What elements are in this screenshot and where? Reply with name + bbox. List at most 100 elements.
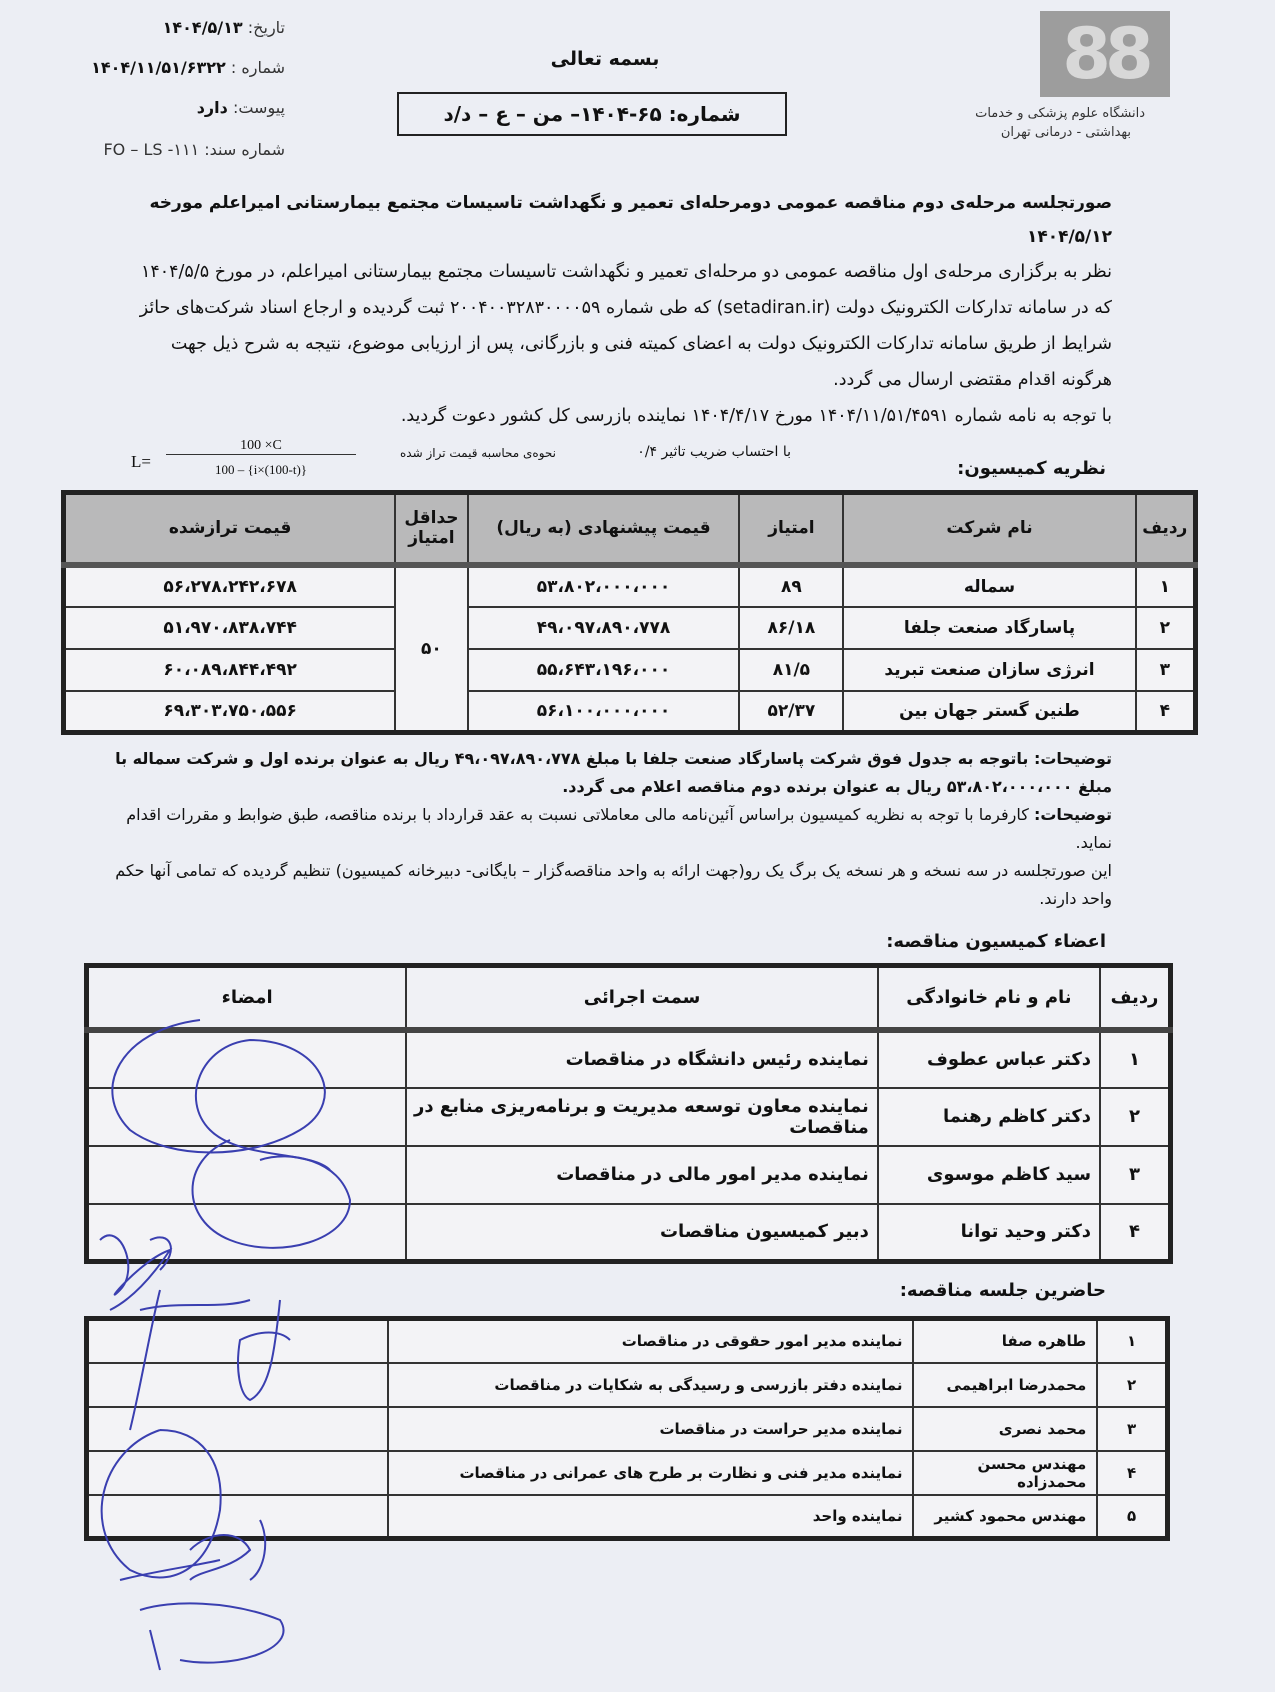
signature-cell [85, 1493, 390, 1540]
table-cell: نماینده مدیر امور حقوقی در مناقصات [387, 1317, 915, 1364]
table-cell: نماینده مدیر حراست در مناقصات [387, 1405, 915, 1452]
table-cell: ۵۳،۸۰۲،۰۰۰،۰۰۰ [466, 563, 741, 608]
formula-label: نحوه‌ی محاسبه قیمت تراز شده [400, 446, 556, 460]
formula-denominator: 100 – {i×(100-t)} [214, 462, 308, 477]
document-title: صورتجلسه مرحله‌ی دوم مناقصه عمومی دومرحل… [149, 193, 1112, 247]
table-cell: نماینده دفتر بازرسی و رسیدگی به شکایات د… [387, 1361, 915, 1408]
table-cell: دکتر کاظم رهنما [876, 1086, 1102, 1147]
table-cell: نماینده معاون توسعه مدیریت و برنامه‌ریزی… [405, 1086, 879, 1147]
formula-lhs: L= [131, 452, 151, 471]
column-header: امضاء [85, 964, 408, 1033]
table-row: ۳ سید کاظم موسوی نماینده مدیر امور مالی در… [85, 1144, 1172, 1205]
attachment-field: پیوست: دارد [196, 98, 285, 117]
table-cell: ۸۱/۵ [738, 647, 845, 692]
table-row: ۲ دکتر کاظم رهنما نماینده معاون توسعه مدیر… [85, 1086, 1172, 1147]
table-header-row: ردیف نام شرکت امتیاز قیمت پیشنهادی (به ر… [62, 491, 1197, 568]
commission-opinion-heading: نظریه کمیسیون: [957, 458, 1106, 479]
document-body: صورتجلسه مرحله‌ی دوم مناقصه عمومی دومرحل… [61, 186, 1198, 1541]
table-row: ۱ سماله ۸۹ ۵۳،۸۰۲،۰۰۰،۰۰۰ ۵۰ ۵۶،۲۷۸،۲۴۲،۶۷۸ [62, 563, 1197, 734]
table-row: ۱ طاهره صفا نماینده مدیر امور حقوقی در منا… [85, 1317, 1169, 1364]
bids-table: ردیف نام شرکت امتیاز قیمت پیشنهادی (به ر… [61, 490, 1198, 735]
table-cell: ۸۹ [738, 563, 845, 608]
min-score: ۵۰ [394, 563, 469, 734]
doc-number: شماره سند: ۱۱۱- FO – LS [103, 140, 285, 159]
table-row: ۳ محمد نصری نماینده مدیر حراست در مناقصات [85, 1405, 1169, 1452]
table-cell: ۴ [1099, 1202, 1172, 1263]
copies-note: این صورتجلسه در سه نسخه و هر نسخه یک برگ… [115, 861, 1112, 908]
table-cell: دکتر وحید توانا [876, 1202, 1102, 1263]
members-heading: اعضاء کمیسیون مناقصه: [886, 931, 1106, 952]
table-cell: نماینده مدیر فنی و نظارت بر طرح های عمرا… [387, 1449, 915, 1496]
table-cell: ۶۹،۳۰۳،۷۵۰،۵۵۶ [62, 689, 397, 734]
signature-cell [85, 1317, 390, 1364]
table-cell: نماینده رئیس دانشگاه در مناقصات [405, 1028, 879, 1089]
table-cell: ۱ [1099, 1028, 1172, 1089]
table-row: ۴ دکتر وحید توانا دبیر کمیسیون مناقصات [85, 1202, 1172, 1263]
signature-cell [85, 1449, 390, 1496]
table-cell: طنین گستر جهان بین [842, 689, 1137, 734]
table-row: ۳ انرژی سازان صنعت تبرید ۸۱/۵ ۵۵،۶۴۳،۱۹۶،۰۰… [62, 647, 1197, 692]
formula-row: با احتساب ضریب تاثیر ۰/۴ نحوه‌ی محاسبه ق… [61, 438, 1198, 490]
table-cell: سماله [842, 563, 1137, 608]
table-cell: محمد نصری [912, 1405, 1099, 1452]
table-cell: ۵ [1096, 1493, 1169, 1540]
table-cell: ۶۰،۰۸۹،۸۴۴،۴۹۲ [62, 647, 397, 692]
table-cell: مهندس محمود کشیر [912, 1493, 1099, 1540]
signature-cell [85, 1361, 390, 1408]
formula-numerator: 100 ×C [166, 438, 356, 455]
table-cell: ۵۶،۱۰۰،۰۰۰،۰۰۰ [466, 689, 741, 734]
table-row: ۱ دکتر عباس عطوف نماینده رئیس دانشگاه در م… [85, 1028, 1172, 1089]
letter-number-box: شماره: ۶۵-۱۴۰۴– من – ع – د/د [397, 92, 787, 136]
table-cell: دکتر عباس عطوف [876, 1028, 1102, 1089]
date-field: تاریخ: ۱۴۰۴/۵/۱۳ [162, 18, 285, 37]
table-cell: نماینده مدیر امور مالی در مناقصات [405, 1144, 879, 1205]
table-cell: ۸۶/۱۸ [738, 605, 845, 650]
table-row: ۴ مهندس محسن محمدزاده نماینده مدیر فنی و ن… [85, 1449, 1169, 1496]
table-cell: دبیر کمیسیون مناقصات [405, 1202, 879, 1263]
attendees-table: ۱ طاهره صفا نماینده مدیر امور حقوقی در منا… [84, 1316, 1170, 1541]
result-note: توضیحات: باتوجه به جدول فوق شرکت پاسارگا… [115, 749, 1112, 796]
table-cell: ۱ [1134, 563, 1197, 608]
table-cell: طاهره صفا [912, 1317, 1099, 1364]
intro-paragraph: نظر به برگزاری مرحله‌ی اول مناقصه عمومی … [139, 262, 1112, 390]
signature-cell [85, 1144, 408, 1205]
column-header: قیمت ترازشده [62, 491, 397, 568]
column-header: نام و نام خانوادگی [876, 964, 1102, 1033]
table-cell: محمدرضا ابراهیمی [912, 1361, 1099, 1408]
table-row: ۵ مهندس محمود کشیر نماینده واحد [85, 1493, 1169, 1540]
table-cell: سید کاظم موسوی [876, 1144, 1102, 1205]
table-cell: ۱ [1096, 1317, 1169, 1364]
table-header-row: ردیف نام و نام خانوادگی سمت اجرائی امضاء [85, 964, 1172, 1033]
table-cell: ۵۵،۶۴۳،۱۹۶،۰۰۰ [466, 647, 741, 692]
table-cell: ۵۱،۹۷۰،۸۳۸،۷۴۴ [62, 605, 397, 650]
table-cell: ۳ [1099, 1144, 1172, 1205]
table-cell: ۵۶،۲۷۸،۲۴۲،۶۷۸ [62, 563, 397, 608]
inspection-paragraph: با توجه به نامه شماره ۱۴۰۴/۱۱/۵۱/۴۵۹۱ مو… [400, 406, 1112, 426]
table-cell: نماینده واحد [387, 1493, 915, 1540]
attendees-heading: حاضرین جلسه مناقصه: [899, 1280, 1106, 1301]
table-cell: ۲ [1096, 1361, 1169, 1408]
signature-cell [85, 1086, 408, 1147]
table-cell: مهندس محسن محمدزاده [912, 1449, 1099, 1496]
column-header: نام شرکت [842, 491, 1137, 568]
column-header: حداقل امتیاز [394, 491, 469, 568]
employer-note: توضیحات: کارفرما با توجه به نظریه کمیسیو… [126, 805, 1112, 852]
coefficient-note: با احتساب ضریب تاثیر ۰/۴ [637, 444, 791, 460]
column-header: امتیاز [738, 491, 845, 568]
table-row: ۴ طنین گستر جهان بین ۵۲/۳۷ ۵۶،۱۰۰،۰۰۰،۰۰۰ ۶۹… [62, 689, 1197, 734]
table-cell: ۵۲/۳۷ [738, 689, 845, 734]
basmala: بسمه تعالی [550, 48, 660, 70]
column-header: ردیف [1099, 964, 1172, 1033]
table-cell: ۳ [1134, 647, 1197, 692]
table-cell: ۳ [1096, 1405, 1169, 1452]
table-cell: ۲ [1134, 605, 1197, 650]
table-row: ۲ محمدرضا ابراهیمی نماینده دفتر بازرسی و ر… [85, 1361, 1169, 1408]
table-cell: ۴۹،۰۹۷،۸۹۰،۷۷۸ [466, 605, 741, 650]
column-header: سمت اجرائی [405, 964, 879, 1033]
university-logo: 88 [1040, 11, 1170, 97]
signature-cell [85, 1405, 390, 1452]
table-row: ۲ پاسارگاد صنعت جلفا ۸۶/۱۸ ۴۹،۰۹۷،۸۹۰،۷۷۸ ۵۱… [62, 605, 1197, 650]
table-cell: پاسارگاد صنعت جلفا [842, 605, 1137, 650]
column-header: ردیف [1134, 491, 1197, 568]
